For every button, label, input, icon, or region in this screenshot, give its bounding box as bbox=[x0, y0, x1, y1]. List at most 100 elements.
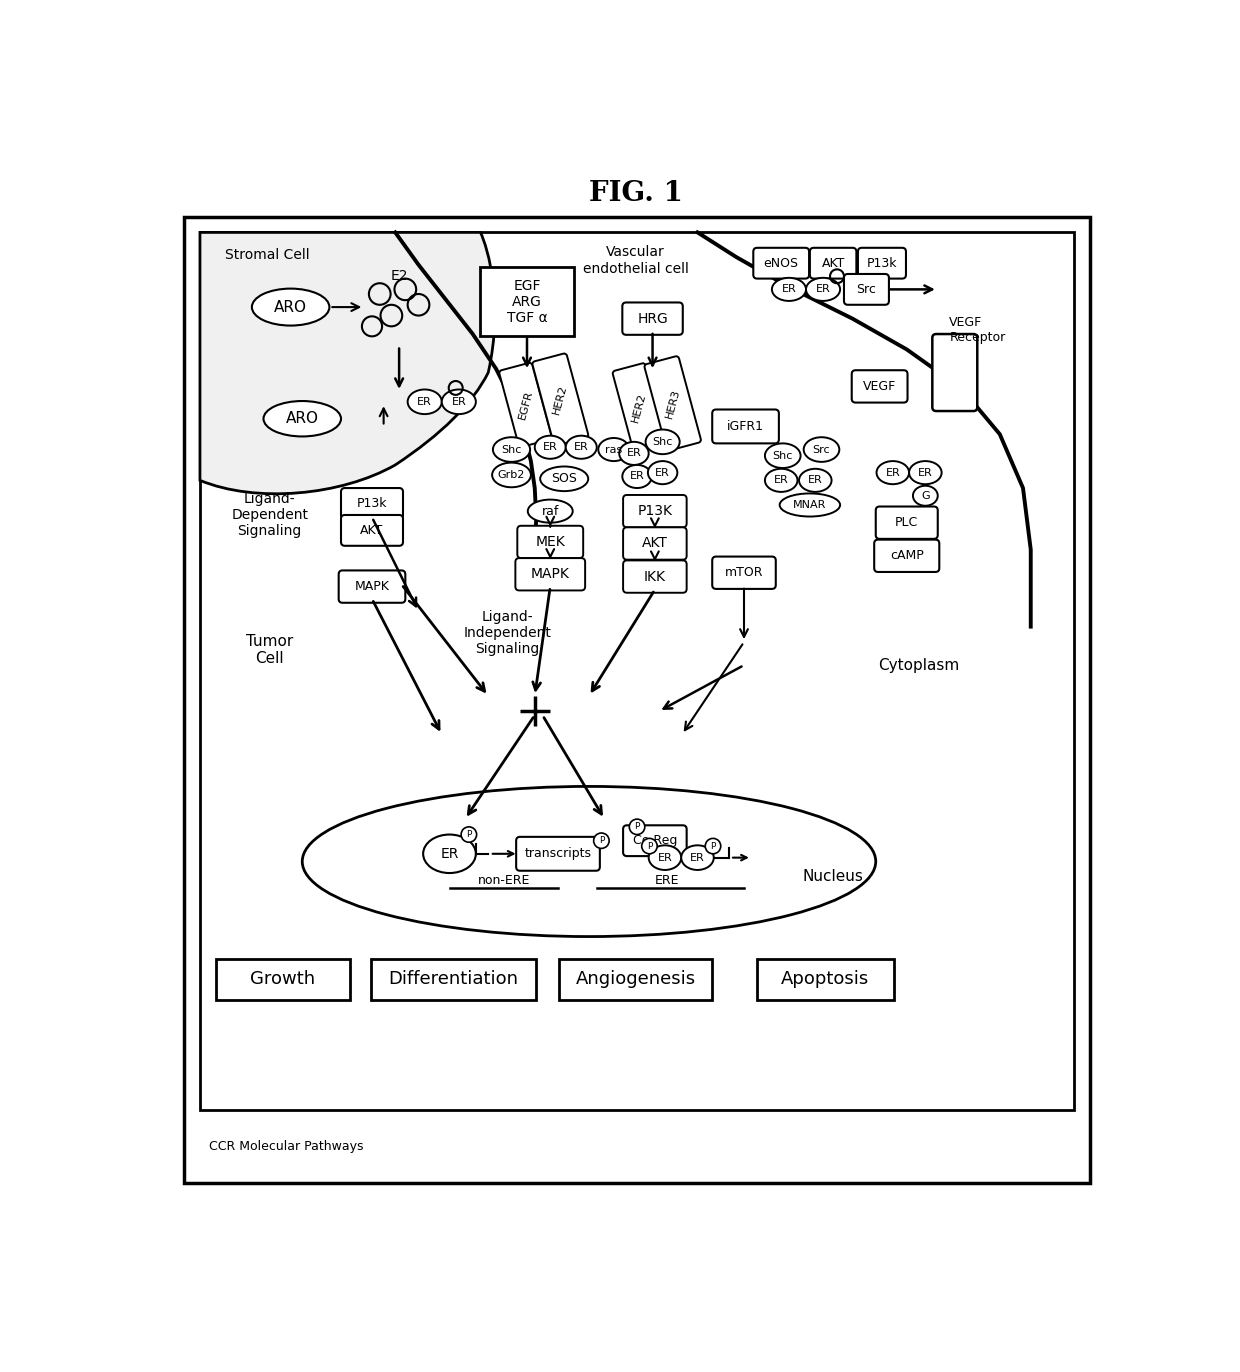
Text: FIG. 1: FIG. 1 bbox=[589, 180, 682, 207]
FancyBboxPatch shape bbox=[216, 959, 350, 1000]
Ellipse shape bbox=[619, 442, 649, 465]
Text: CCR Molecular Pathways: CCR Molecular Pathways bbox=[210, 1140, 363, 1152]
Text: HRG: HRG bbox=[637, 311, 668, 325]
Text: Stromal Cell: Stromal Cell bbox=[224, 248, 309, 262]
Ellipse shape bbox=[565, 436, 596, 458]
FancyBboxPatch shape bbox=[200, 232, 1074, 1110]
FancyBboxPatch shape bbox=[712, 557, 776, 589]
Text: ER: ER bbox=[574, 442, 589, 453]
Text: AKT: AKT bbox=[642, 536, 668, 550]
Text: Co Reg: Co Reg bbox=[632, 834, 677, 847]
Text: P: P bbox=[711, 841, 715, 851]
FancyBboxPatch shape bbox=[645, 357, 701, 450]
FancyBboxPatch shape bbox=[517, 525, 583, 558]
Ellipse shape bbox=[263, 401, 341, 436]
Text: Shc: Shc bbox=[501, 445, 522, 454]
Text: cAMP: cAMP bbox=[890, 549, 924, 563]
Ellipse shape bbox=[622, 465, 652, 488]
Text: EGFR: EGFR bbox=[517, 390, 534, 421]
Text: iGFR1: iGFR1 bbox=[727, 420, 764, 434]
Text: MAPK: MAPK bbox=[531, 567, 569, 582]
Text: MNAR: MNAR bbox=[794, 499, 827, 510]
FancyBboxPatch shape bbox=[516, 837, 600, 871]
Text: AKT: AKT bbox=[821, 257, 844, 270]
Text: Grb2: Grb2 bbox=[497, 471, 526, 480]
Ellipse shape bbox=[303, 786, 875, 937]
FancyBboxPatch shape bbox=[341, 514, 403, 546]
Text: ARO: ARO bbox=[285, 412, 319, 427]
Text: ER: ER bbox=[451, 397, 466, 407]
Text: Growth: Growth bbox=[250, 970, 315, 988]
Text: ARO: ARO bbox=[274, 299, 308, 314]
FancyBboxPatch shape bbox=[754, 248, 808, 279]
Text: SOS: SOS bbox=[552, 472, 577, 486]
Text: IKK: IKK bbox=[644, 569, 666, 583]
Text: P13k: P13k bbox=[867, 257, 898, 270]
Text: MAPK: MAPK bbox=[355, 580, 389, 593]
Text: ER: ER bbox=[691, 852, 704, 863]
Text: Cytoplasm: Cytoplasm bbox=[878, 657, 959, 672]
FancyBboxPatch shape bbox=[858, 248, 906, 279]
FancyBboxPatch shape bbox=[516, 558, 585, 590]
Circle shape bbox=[461, 827, 476, 842]
Ellipse shape bbox=[765, 443, 801, 468]
FancyBboxPatch shape bbox=[756, 959, 894, 1000]
Text: Nucleus: Nucleus bbox=[802, 870, 863, 885]
Ellipse shape bbox=[492, 438, 531, 462]
Ellipse shape bbox=[780, 494, 841, 516]
Text: Src: Src bbox=[857, 283, 877, 296]
FancyBboxPatch shape bbox=[613, 364, 666, 451]
Text: E2: E2 bbox=[391, 269, 408, 283]
Ellipse shape bbox=[681, 845, 714, 870]
Text: ER: ER bbox=[774, 475, 789, 486]
Ellipse shape bbox=[877, 461, 909, 484]
FancyBboxPatch shape bbox=[622, 302, 683, 335]
Text: ER: ER bbox=[808, 475, 822, 486]
FancyBboxPatch shape bbox=[624, 495, 687, 527]
Ellipse shape bbox=[804, 438, 839, 462]
Text: raf: raf bbox=[542, 505, 559, 517]
Text: P: P bbox=[599, 836, 604, 845]
Ellipse shape bbox=[408, 390, 441, 414]
FancyBboxPatch shape bbox=[844, 274, 889, 305]
FancyBboxPatch shape bbox=[480, 268, 574, 336]
Ellipse shape bbox=[541, 466, 588, 491]
Text: ER: ER bbox=[781, 284, 796, 295]
Ellipse shape bbox=[647, 461, 677, 484]
Text: P: P bbox=[635, 822, 640, 831]
Ellipse shape bbox=[534, 436, 565, 458]
Text: Angiogenesis: Angiogenesis bbox=[575, 970, 696, 988]
Text: MEK: MEK bbox=[536, 535, 565, 549]
FancyBboxPatch shape bbox=[339, 571, 405, 602]
FancyBboxPatch shape bbox=[500, 362, 552, 447]
Text: P: P bbox=[647, 841, 652, 851]
Text: ER: ER bbox=[816, 284, 831, 295]
FancyBboxPatch shape bbox=[371, 959, 536, 1000]
Text: ER: ER bbox=[626, 449, 641, 458]
FancyBboxPatch shape bbox=[185, 217, 1090, 1183]
Text: ER: ER bbox=[630, 472, 645, 482]
Ellipse shape bbox=[252, 288, 330, 325]
Text: Ligand-
Independent
Signaling: Ligand- Independent Signaling bbox=[464, 609, 552, 656]
Circle shape bbox=[629, 819, 645, 834]
Text: HER2: HER2 bbox=[552, 384, 569, 416]
Text: ERE: ERE bbox=[655, 874, 678, 888]
Text: transcripts: transcripts bbox=[525, 848, 591, 860]
Text: ER: ER bbox=[655, 468, 670, 477]
Text: ER: ER bbox=[418, 397, 432, 407]
Ellipse shape bbox=[806, 277, 841, 300]
Circle shape bbox=[642, 838, 657, 853]
Text: Shc: Shc bbox=[652, 436, 673, 447]
FancyBboxPatch shape bbox=[712, 409, 779, 443]
PathPatch shape bbox=[200, 232, 495, 494]
Text: VEGF
Receptor: VEGF Receptor bbox=[950, 316, 1006, 344]
FancyBboxPatch shape bbox=[532, 354, 588, 446]
FancyBboxPatch shape bbox=[559, 959, 712, 1000]
Text: ER: ER bbox=[885, 468, 900, 477]
Text: Ligand-
Dependent
Signaling: Ligand- Dependent Signaling bbox=[231, 491, 309, 538]
Text: AKT: AKT bbox=[361, 524, 383, 536]
Ellipse shape bbox=[909, 461, 941, 484]
FancyBboxPatch shape bbox=[341, 488, 403, 519]
Ellipse shape bbox=[423, 834, 476, 873]
Circle shape bbox=[706, 838, 720, 853]
